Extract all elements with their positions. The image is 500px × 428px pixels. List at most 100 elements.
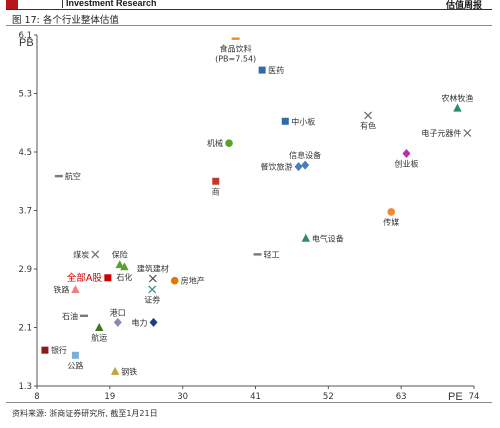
point-label: 建筑建材: [137, 264, 169, 274]
square-marker: [281, 117, 289, 125]
brand-name: Investment Research: [66, 0, 157, 8]
scatter-point: 电力: [132, 317, 158, 327]
point-label: 电气设备: [312, 233, 344, 243]
scatter-point: 电气设备: [301, 233, 344, 243]
point-label-line: 港口: [110, 307, 126, 317]
scatter-point: 传媒: [383, 208, 399, 227]
y-tick-label: 4.5: [18, 148, 32, 158]
scatter-point: 石油: [62, 311, 89, 321]
y-tick-label: 5.3: [18, 90, 32, 100]
point-label-line: 建筑建材: [137, 264, 169, 274]
scatter-point: 铁路: [53, 284, 80, 294]
point-label: 电子元器件: [421, 128, 461, 138]
point-label: 煤炭: [73, 249, 89, 259]
diamond-marker: [113, 317, 122, 327]
title-divider: [6, 25, 492, 26]
scatter-point: 有色: [360, 111, 376, 130]
header-separator: [62, 0, 63, 8]
point-label: 信息设备: [289, 150, 321, 160]
x-tick-label: 30: [177, 392, 188, 402]
point-label: 电力: [132, 317, 148, 327]
x-marker-stroke: [148, 274, 157, 283]
point-label-line: 航运: [91, 333, 107, 343]
point-label: 证券: [144, 294, 160, 304]
x-marker-stroke: [364, 111, 372, 120]
point-label-line: 食品饮料: [220, 44, 252, 54]
diamond-marker: [301, 160, 310, 170]
point-label: 全部A股: [67, 272, 102, 284]
point-label: 房地产: [181, 276, 205, 286]
scatter-point: 轻工: [253, 249, 279, 259]
point-label: 餐饮旅游: [261, 162, 293, 172]
scatter-point: 航运: [91, 323, 107, 343]
square-marker: [71, 351, 79, 359]
circle-marker: [225, 139, 233, 148]
point-label-line: 机械: [207, 138, 223, 148]
scatter-point: 餐饮旅游: [261, 162, 303, 172]
point-label: 银行: [51, 345, 67, 355]
point-label: 传媒: [383, 217, 399, 227]
report-header: Investment Research 估值周报: [0, 0, 500, 11]
triangle-marker: [71, 284, 80, 293]
report-type-label: 估值周报: [445, 1, 482, 11]
scatter-point: 石化: [116, 262, 132, 282]
triangle-marker: [115, 260, 124, 269]
x-tick-label: 41: [250, 392, 261, 402]
scatter-point: 房地产: [170, 276, 205, 286]
dash-marker: [253, 253, 262, 256]
point-label: 石油: [62, 311, 78, 321]
scatter-point: 银行: [41, 345, 67, 355]
point-label: 食品饮料(PB=7.54): [215, 44, 256, 64]
diamond-marker: [149, 317, 158, 327]
point-label-line: 铁路: [53, 284, 69, 294]
point-label-line: 中小板: [291, 116, 315, 126]
x-marker-stroke: [148, 285, 157, 294]
point-label-line: 电气设备: [312, 233, 344, 243]
diamond-marker: [402, 148, 411, 158]
point-label-line: 全部A股: [67, 272, 102, 284]
scatter-point: 信息设备: [289, 150, 321, 170]
y-tick-label: 1.3: [18, 382, 32, 392]
figure-title: 图 17: 各个行业整体估值: [12, 15, 119, 26]
scatter-point: 电子元器件: [421, 128, 472, 138]
triangle-marker: [453, 103, 462, 112]
scatter-point: 钢铁: [110, 366, 137, 376]
point-label: 石化: [116, 272, 132, 282]
point-label: 医药: [268, 65, 284, 75]
circle-marker: [170, 276, 179, 285]
source-note: 资料来源: 浙商证券研究所, 截至1月21日: [12, 409, 158, 418]
scatter-point: 农林牧渔: [441, 93, 473, 112]
point-label-line: 电力: [132, 317, 148, 327]
triangle-marker: [110, 366, 120, 375]
point-label-line: 保险: [112, 250, 128, 260]
point-label-line: 航空: [65, 171, 81, 181]
point-label-line: 钢铁: [121, 366, 137, 376]
scatter-point: 机械: [207, 138, 233, 148]
dash-marker: [54, 174, 63, 178]
point-label: 有色: [360, 120, 376, 130]
scatter-point: 创业板: [394, 148, 418, 168]
point-label: 中小板: [291, 116, 315, 126]
triangle-marker: [95, 323, 104, 331]
x-marker-stroke: [91, 250, 100, 259]
point-label-line: 有色: [360, 120, 376, 130]
x-tick-label: 74: [469, 392, 480, 402]
scatter-point: 食品饮料(PB=7.54): [215, 37, 256, 64]
point-label-line: 石化: [116, 272, 132, 282]
y-tick-label: 2.9: [18, 265, 32, 275]
header-rule: [6, 9, 492, 10]
footer-divider: [6, 402, 492, 403]
y-axis-title: PB: [19, 37, 34, 49]
scatter-point: 港口: [110, 307, 126, 327]
triangle-marker: [120, 262, 129, 271]
circle-marker: [387, 208, 396, 216]
triangle-marker: [301, 233, 311, 242]
y-tick-label: 3.7: [18, 207, 32, 217]
x-tick-label: 19: [104, 392, 115, 402]
x-tick-label: 52: [323, 392, 334, 402]
x-axis-title: PE: [448, 391, 463, 403]
point-label: 航空: [65, 171, 81, 181]
point-label-line: 电子元器件: [421, 128, 461, 138]
x-tick-label: 8: [34, 392, 39, 402]
